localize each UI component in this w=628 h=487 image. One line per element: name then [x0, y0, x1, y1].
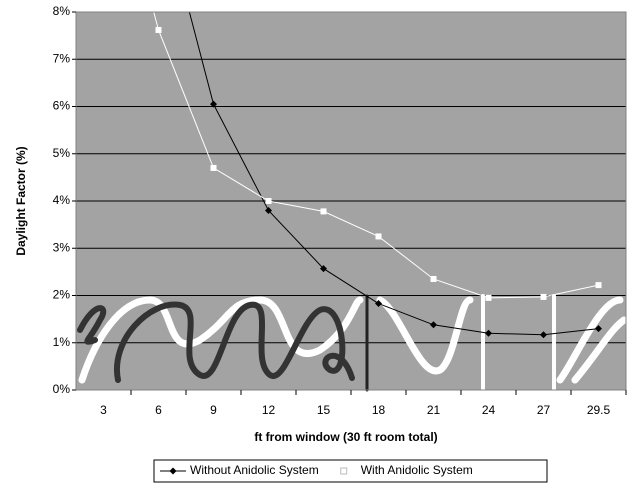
chart: Daylight Factor (%) ft from window (30 f… [0, 0, 628, 487]
x-tick-label: 3 [100, 403, 107, 417]
legend-marker [341, 468, 347, 474]
point [211, 165, 217, 171]
y-tick-label: 6% [53, 99, 71, 113]
y-tick-label: 1% [53, 335, 71, 349]
x-tick-label: 12 [262, 403, 276, 417]
x-axis-title: ft from window (30 ft room total) [254, 430, 437, 444]
x-tick-label: 29.5 [587, 403, 611, 417]
x-tick-label: 27 [537, 403, 551, 417]
point [321, 208, 327, 214]
point [596, 282, 602, 288]
y-tick-label: 3% [53, 240, 71, 254]
y-tick-label: 4% [53, 193, 71, 207]
x-tick-label: 21 [427, 403, 441, 417]
x-tick-label: 18 [372, 403, 386, 417]
point [541, 294, 547, 300]
point [376, 233, 382, 239]
legend-label: Without Anidolic System [190, 463, 319, 477]
x-tick-label: 6 [155, 403, 162, 417]
y-axis-title: Daylight Factor (%) [14, 146, 28, 255]
point [486, 295, 492, 301]
y-tick-label: 0% [53, 382, 71, 396]
x-tick-label: 9 [210, 403, 217, 417]
point [266, 198, 272, 204]
legend-label: With Anidolic System [361, 463, 473, 477]
x-tick-label: 15 [317, 403, 331, 417]
point [431, 276, 437, 282]
y-tick-label: 5% [53, 146, 71, 160]
point [156, 27, 162, 33]
y-tick-label: 7% [53, 51, 71, 65]
y-tick-label: 2% [53, 288, 71, 302]
x-tick-label: 24 [482, 403, 496, 417]
y-tick-label: 8% [53, 4, 71, 18]
